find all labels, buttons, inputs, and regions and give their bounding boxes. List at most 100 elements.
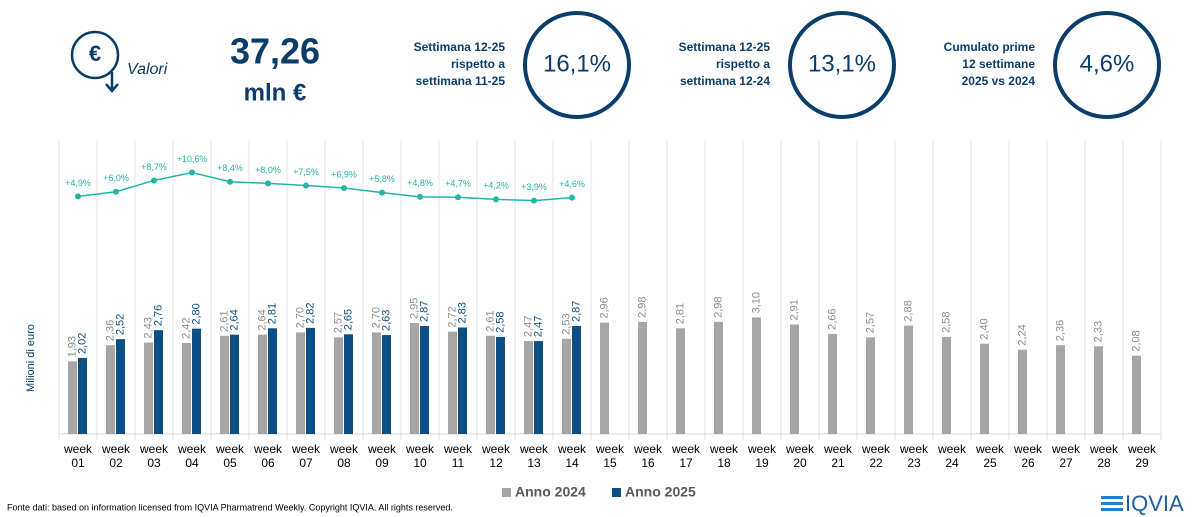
x-tick-label: week 11 [443,442,472,470]
x-tick-label: week 03 [139,442,168,470]
growth-point [417,193,423,200]
growth-label: +7,5% [293,167,319,177]
kpi-label: settimana 12-24 [680,74,770,88]
x-tick-label: week 28 [1089,442,1118,470]
icon-circle [70,30,120,80]
data-label: 2,87 [418,301,430,322]
bar [1094,346,1103,434]
kpi-label: rispetto a [451,57,505,71]
bar [144,342,153,434]
data-label: 2,08 [1130,330,1142,351]
data-label: 2,87 [570,301,582,322]
kpi-label: Cumulato prime [944,40,1036,54]
bar [496,336,505,434]
bar [524,341,533,434]
kpi-label: settimana 11-25 [416,74,506,88]
data-label: 2,53 [560,313,572,334]
bar [828,333,837,434]
bar [220,335,229,434]
y-axis-label: Milioni di euro [25,324,37,392]
data-label: 2,98 [712,296,724,317]
bar [78,357,87,434]
source-note: Fonte dati: based on information license… [7,502,453,512]
data-label: 2,88 [902,300,914,321]
bar [1018,349,1027,434]
bar [68,361,77,434]
bar [372,332,381,434]
bar [638,321,647,434]
bar [306,327,315,434]
growth-point [455,194,461,201]
bar [344,334,353,434]
logo-stripe [1101,508,1123,511]
data-label: 2,43 [142,317,154,338]
bar [904,325,913,434]
x-tick-label: week 27 [1051,442,1080,470]
growth-label: +4,9% [65,178,91,188]
growth-label: +8,7% [141,162,167,172]
x-tick-label: week 22 [861,442,890,470]
x-tick-label: week 16 [633,442,662,470]
growth-point [265,180,271,187]
bar [116,339,125,434]
data-label: 2,58 [494,312,506,333]
data-label: 2,33 [1092,321,1104,342]
growth-label: +8,4% [217,163,243,173]
data-label: 2,42 [180,318,192,339]
data-label: 2,47 [522,316,534,337]
bar [980,343,989,434]
x-tick-label: week 25 [975,442,1004,470]
bar [1056,345,1065,434]
growth-point [569,194,575,201]
x-tick-label: week 20 [785,442,814,470]
growth-label: +6,9% [331,169,357,179]
bar [562,338,571,434]
bar [600,322,609,434]
x-tick-label: week 24 [937,442,966,470]
kpi-value: 13,1% [808,50,876,77]
growth-point [113,188,119,195]
data-label: 2,61 [484,310,496,331]
data-label: 2,57 [332,312,344,333]
growth-point [379,189,385,196]
bar [676,328,685,434]
x-tick-label: week 21 [823,442,852,470]
kpi-label: rispetto a [716,57,770,71]
data-label: 2,36 [104,320,116,341]
bar [382,335,391,434]
data-label: 2,82 [304,302,316,323]
data-label: 2,63 [380,310,392,331]
kpi-circle [788,11,896,119]
growth-label: +5,8% [369,174,395,184]
data-label: 2,57 [864,312,876,333]
x-tick-label: week 07 [291,442,320,470]
bar [268,328,277,434]
kpi-label: Settimana 12-25 [414,40,506,54]
growth-label: +10,6% [177,154,208,164]
x-tick-label: week 14 [557,442,586,470]
total-value: 37,26 [230,31,320,72]
bar [942,336,951,434]
data-label: 2,47 [532,316,544,337]
bar [106,345,115,434]
x-tick-label: week 12 [481,442,510,470]
kpi-value: 4,6% [1080,50,1135,77]
data-label: 3,10 [750,292,762,313]
bar [534,341,543,434]
data-label: 2,76 [152,305,164,326]
legend-swatch [612,488,621,497]
total-unit: mln € [244,79,307,106]
x-tick-label: week 09 [367,442,396,470]
data-label: 1,93 [66,336,78,357]
growth-label: +8,0% [255,165,281,175]
data-label: 2,36 [1054,320,1066,341]
bar [296,332,305,434]
x-tick-label: week 26 [1013,442,1042,470]
growth-point [151,177,157,184]
bar [410,323,419,434]
bar [182,342,191,434]
data-label: 2,70 [294,307,306,328]
bar [230,334,239,434]
x-tick-label: week 10 [405,442,434,470]
